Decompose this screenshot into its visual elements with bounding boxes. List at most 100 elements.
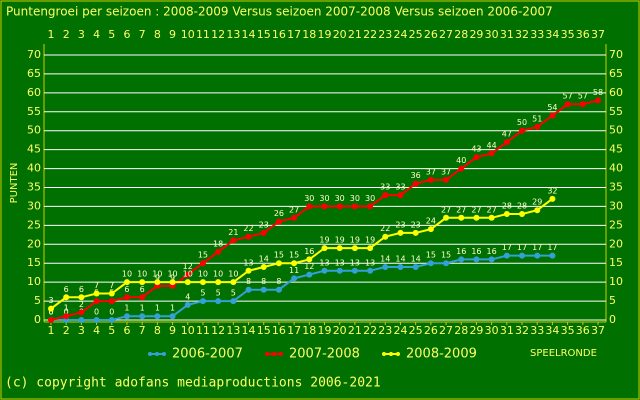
footer: (c) copyright adofans mediaproductions 2… bbox=[5, 376, 381, 391]
point bbox=[245, 233, 252, 240]
legend-dot bbox=[162, 352, 166, 356]
y-tick-label-right: 45 bbox=[609, 143, 623, 156]
y-tick-label-right: 60 bbox=[609, 86, 623, 99]
value-label: 22 bbox=[380, 224, 390, 233]
point bbox=[549, 252, 556, 259]
point bbox=[549, 195, 556, 202]
value-label: 17 bbox=[547, 243, 557, 252]
point bbox=[579, 101, 586, 108]
x-tick-label-top: 11 bbox=[196, 28, 210, 41]
x-tick-label: 18 bbox=[302, 324, 316, 337]
point bbox=[184, 279, 191, 286]
point bbox=[108, 298, 115, 305]
x-tick-label: 33 bbox=[530, 324, 544, 337]
value-label: 15 bbox=[198, 251, 208, 260]
x-tick-label-top: 32 bbox=[515, 28, 529, 41]
point bbox=[519, 127, 526, 134]
point bbox=[412, 229, 419, 236]
value-label: 19 bbox=[335, 236, 345, 245]
value-label: 13 bbox=[365, 258, 375, 267]
value-label: 6 bbox=[64, 285, 69, 294]
point bbox=[443, 214, 450, 221]
point bbox=[488, 256, 495, 263]
value-label: 43 bbox=[471, 145, 481, 154]
point bbox=[351, 245, 358, 252]
y-tick-label: 30 bbox=[27, 199, 41, 212]
point bbox=[534, 123, 541, 130]
point bbox=[78, 317, 85, 323]
y-tick-label-right: 25 bbox=[609, 218, 623, 231]
x-tick-label: 13 bbox=[226, 324, 240, 337]
point bbox=[503, 139, 510, 146]
x-tick-label-top: 8 bbox=[154, 28, 161, 41]
value-label: 30 bbox=[365, 194, 375, 203]
x-tick-label: 30 bbox=[485, 324, 499, 337]
point bbox=[564, 101, 571, 108]
value-label: 14 bbox=[259, 255, 269, 264]
value-label: 9 bbox=[155, 273, 160, 282]
point bbox=[215, 298, 222, 305]
y-tick-label-right: 30 bbox=[609, 199, 623, 212]
value-label: 0 bbox=[94, 308, 99, 317]
value-label: 15 bbox=[274, 251, 284, 260]
point bbox=[199, 279, 206, 286]
y-tick-label: 35 bbox=[27, 181, 41, 194]
value-label: 33 bbox=[395, 183, 405, 192]
point bbox=[260, 229, 267, 236]
y-tick-label: 60 bbox=[27, 86, 41, 99]
value-label: 8 bbox=[276, 277, 281, 286]
point bbox=[63, 294, 70, 301]
series-line bbox=[50, 198, 554, 310]
value-label: 29 bbox=[532, 198, 542, 207]
point bbox=[306, 271, 313, 278]
value-label: 0 bbox=[64, 308, 69, 317]
value-label: 21 bbox=[228, 228, 238, 237]
value-label: 15 bbox=[441, 251, 451, 260]
x-tick-label: 14 bbox=[242, 324, 256, 337]
x-tick-label-top: 7 bbox=[139, 28, 146, 41]
point bbox=[458, 214, 465, 221]
point bbox=[169, 279, 176, 286]
value-label: 10 bbox=[198, 270, 208, 279]
point bbox=[199, 298, 206, 305]
value-label: 13 bbox=[319, 258, 329, 267]
y-tick-label: 50 bbox=[27, 124, 41, 137]
x-tick-label: 21 bbox=[348, 324, 362, 337]
value-label: 54 bbox=[547, 103, 557, 112]
point bbox=[321, 245, 328, 252]
y-tick-label-right: 70 bbox=[609, 48, 623, 61]
y-tick-label: 45 bbox=[27, 143, 41, 156]
value-label: 10 bbox=[167, 270, 177, 279]
point bbox=[427, 260, 434, 267]
value-label: 13 bbox=[350, 258, 360, 267]
point bbox=[367, 203, 374, 210]
x-tick-label-top: 18 bbox=[302, 28, 316, 41]
legend-label: 2008-2009 bbox=[406, 347, 477, 362]
y-tick-label: 20 bbox=[27, 237, 41, 250]
point bbox=[48, 305, 54, 312]
legend-dot bbox=[272, 352, 276, 356]
x-tick-label-top: 9 bbox=[169, 28, 176, 41]
point bbox=[382, 192, 389, 199]
value-label: 8 bbox=[246, 277, 251, 286]
value-label: 16 bbox=[456, 247, 466, 256]
point bbox=[123, 279, 130, 286]
x-tick-label: 20 bbox=[333, 324, 347, 337]
point bbox=[245, 286, 252, 293]
point bbox=[63, 313, 70, 320]
point bbox=[108, 317, 115, 323]
point bbox=[488, 150, 495, 157]
point bbox=[215, 248, 222, 255]
x-tick-label-top: 21 bbox=[348, 28, 362, 41]
x-tick-label-top: 33 bbox=[530, 28, 544, 41]
x-tick-label-top: 35 bbox=[561, 28, 575, 41]
value-label: 44 bbox=[487, 141, 497, 150]
point bbox=[458, 256, 465, 263]
point bbox=[367, 245, 374, 252]
point bbox=[443, 260, 450, 267]
point bbox=[306, 203, 313, 210]
value-label: 37 bbox=[441, 167, 451, 176]
value-label: 33 bbox=[380, 183, 390, 192]
x-tick-label: 25 bbox=[409, 324, 423, 337]
